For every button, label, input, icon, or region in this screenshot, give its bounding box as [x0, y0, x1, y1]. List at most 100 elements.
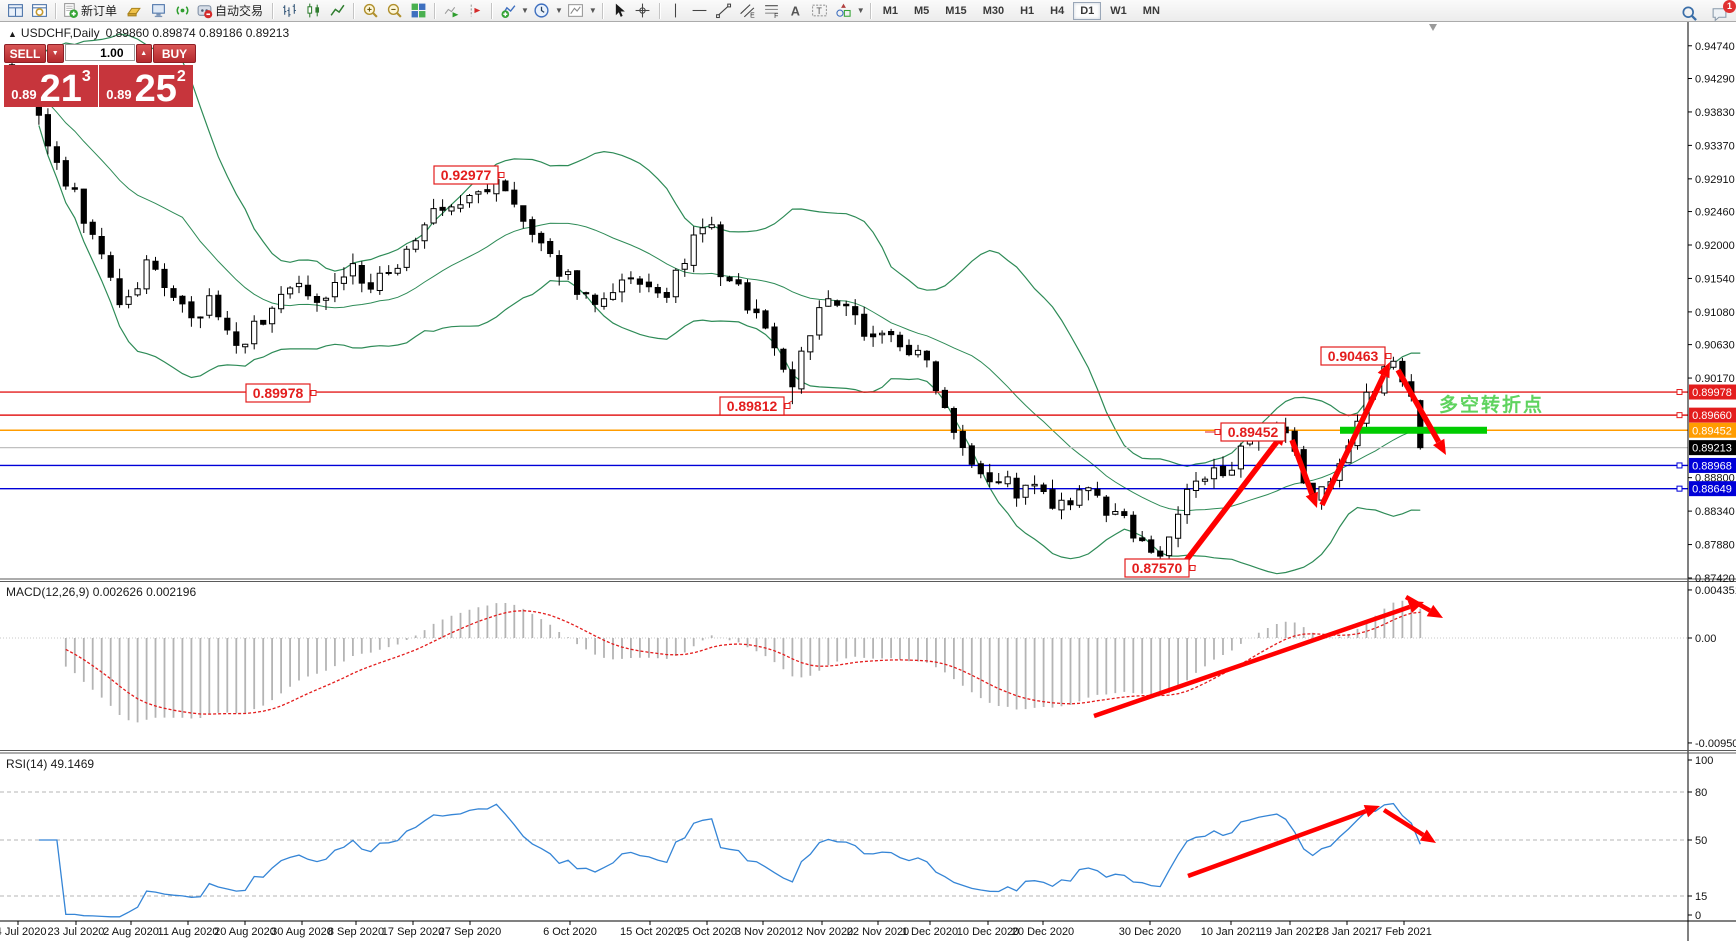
svg-text:0.90170: 0.90170 — [1695, 373, 1735, 385]
label-button[interactable]: T — [808, 0, 832, 22]
market-watch-button[interactable] — [3, 0, 27, 22]
template-dropdown-icon[interactable]: ▼ — [588, 6, 597, 15]
shapes-button[interactable] — [832, 0, 856, 22]
svg-text:0.88968: 0.88968 — [1692, 460, 1732, 472]
price-callout[interactable] — [245, 383, 311, 403]
ohlc-values: 0.89860 0.89874 0.89186 0.89213 — [105, 26, 290, 40]
text-icon: A — [791, 3, 800, 18]
candlestick-chart-icon — [306, 3, 319, 18]
svg-text:0.93830: 0.93830 — [1695, 107, 1735, 119]
price-badge — [1689, 384, 1736, 400]
sell-price-display[interactable]: 0.89 21 3 — [4, 65, 98, 108]
price-callout[interactable] — [719, 396, 785, 416]
timeframe-M15[interactable]: M15 — [945, 4, 967, 17]
chart-shift-icon — [470, 4, 480, 17]
sell-button[interactable]: SELL — [4, 44, 46, 63]
trend-arrow[interactable] — [1182, 440, 1280, 564]
volume-input[interactable] — [64, 44, 135, 61]
svg-text:30 Aug 2020: 30 Aug 2020 — [271, 926, 333, 938]
data-window-button[interactable] — [27, 0, 51, 22]
timeframe-M5[interactable]: M5 — [914, 4, 930, 17]
svg-text:A: A — [791, 3, 800, 18]
zoom-in-button[interactable] — [358, 0, 382, 22]
text-button[interactable]: A — [784, 0, 808, 22]
main-chart-panel — [0, 33, 1688, 575]
buy-price-prefix: 0.89 — [106, 87, 132, 102]
cursor-button[interactable] — [607, 0, 631, 22]
terminal-button[interactable] — [146, 0, 170, 22]
crosshair-button[interactable] — [631, 0, 655, 22]
auto-scroll-icon — [444, 6, 458, 18]
trend-arrow[interactable] — [1404, 595, 1432, 613]
vertical-line-button[interactable] — [664, 0, 688, 22]
line-chart-button[interactable] — [325, 0, 349, 22]
indicators-button[interactable] — [496, 0, 520, 22]
gold-button[interactable] — [122, 0, 146, 22]
svg-text:0.92977: 0.92977 — [441, 167, 492, 183]
svg-text:0.90630: 0.90630 — [1695, 340, 1735, 352]
timeframe-H1[interactable]: H1 — [1020, 4, 1035, 17]
svg-text:0.89452: 0.89452 — [1228, 424, 1279, 440]
trend-arrow[interactable] — [1382, 808, 1425, 837]
bull-candles — [17, 73, 1397, 557]
horizontal-line-button[interactable] — [688, 0, 712, 22]
trend-arrow[interactable] — [1319, 374, 1387, 507]
tile-windows-button[interactable] — [406, 0, 430, 22]
search-icon — [1681, 5, 1697, 21]
price-callout[interactable] — [1220, 422, 1286, 442]
timeframe-D1[interactable]: D1 — [1073, 1, 1102, 20]
svg-text:8 Sep 2020: 8 Sep 2020 — [328, 926, 384, 938]
autotrade-button[interactable]: 自动交易 — [194, 0, 268, 22]
svg-text:0.92000: 0.92000 — [1695, 240, 1735, 252]
zoom-in-icon — [363, 3, 378, 18]
price-callout[interactable] — [433, 165, 499, 185]
trendline-button[interactable] — [712, 0, 736, 22]
clock-dropdown-icon[interactable]: ▼ — [554, 6, 563, 15]
trend-arrow[interactable] — [1187, 808, 1367, 879]
candlestick-chart-button[interactable] — [301, 0, 325, 22]
timeframe-M30[interactable]: M30 — [982, 4, 1005, 17]
volume-down-button[interactable]: ▼ — [47, 44, 64, 63]
buy-button[interactable]: BUY — [153, 44, 196, 63]
macd-panel — [0, 600, 1688, 723]
timeframe-W1[interactable]: W1 — [1110, 4, 1127, 17]
bar-chart-icon — [282, 4, 296, 17]
annotation-text[interactable]: 多空转折点 — [1439, 395, 1545, 416]
bar-chart-button[interactable] — [277, 0, 301, 22]
trend-arrow[interactable] — [1395, 368, 1441, 444]
search-button[interactable] — [1677, 2, 1701, 24]
trend-arrow[interactable] — [1289, 439, 1315, 495]
new-order-button[interactable]: 新订单 — [60, 0, 122, 22]
channel-button[interactable]: E — [736, 0, 760, 22]
price-callout[interactable] — [1124, 558, 1190, 578]
tile-windows-icon — [411, 3, 425, 18]
shapes-dropdown-icon[interactable]: ▼ — [856, 6, 865, 15]
signal-button[interactable] — [170, 0, 194, 22]
toolbar-separator — [55, 2, 56, 19]
signal-icon — [176, 6, 188, 15]
svg-text:0.88340: 0.88340 — [1695, 506, 1735, 518]
panel-collapse-icon[interactable]: ▲ — [8, 29, 17, 39]
timeframe-M1[interactable]: M1 — [882, 4, 898, 17]
fibonacci-button[interactable]: F — [760, 0, 784, 22]
notifications-button[interactable]: 1 — [1707, 0, 1736, 24]
chart-shift-marker[interactable] — [1429, 24, 1437, 31]
trend-arrow[interactable] — [1093, 604, 1411, 719]
volume-up-button[interactable]: ▲ — [135, 44, 152, 63]
zoom-out-button[interactable] — [382, 0, 406, 22]
support-highlight-bar[interactable] — [1340, 426, 1487, 434]
price-callout[interactable] — [1320, 346, 1386, 366]
timeframe-MN[interactable]: MN — [1142, 4, 1160, 17]
auto-scroll-button[interactable] — [439, 0, 463, 22]
template-button[interactable] — [564, 0, 588, 22]
timeframe-H4[interactable]: H4 — [1050, 4, 1065, 17]
buy-price-display[interactable]: 0.89 25 2 — [99, 65, 193, 108]
chart-shift-button[interactable] — [463, 0, 487, 22]
price-badge — [1689, 440, 1736, 456]
clock-button[interactable] — [530, 0, 554, 22]
new-order-icon — [64, 3, 78, 18]
indicators-dropdown-icon[interactable]: ▼ — [521, 6, 529, 15]
bollinger-lower — [38, 125, 1421, 575]
svg-text:0.89978: 0.89978 — [1692, 387, 1732, 399]
